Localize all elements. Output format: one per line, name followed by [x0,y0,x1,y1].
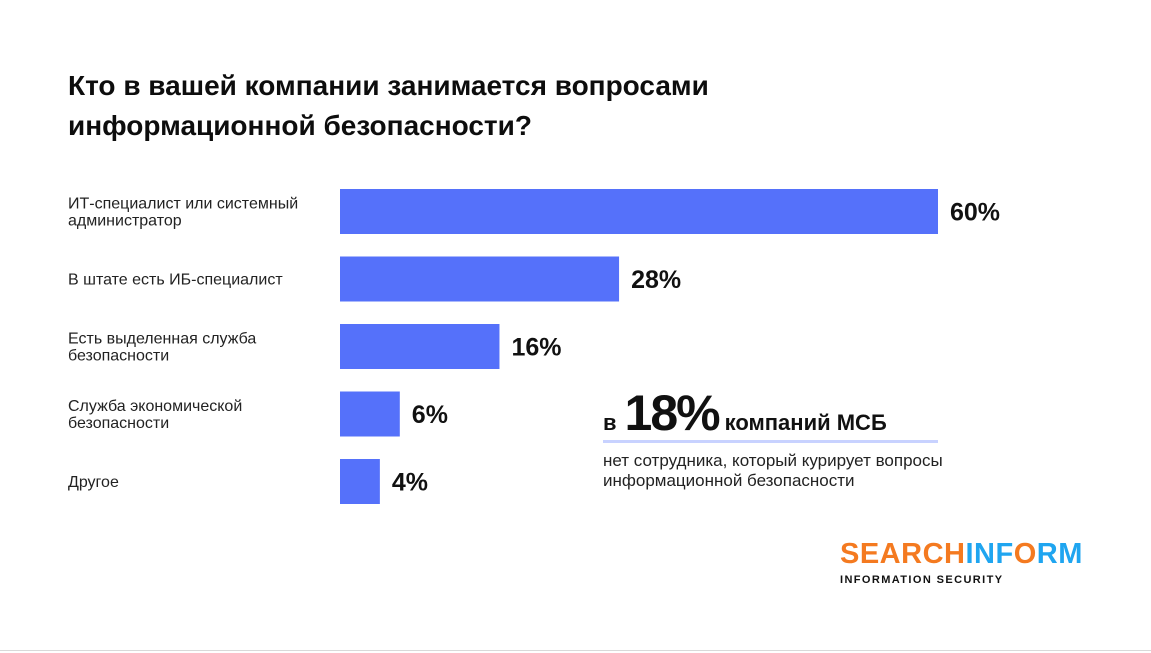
bar-2 [340,324,500,369]
bar-3 [340,391,400,437]
footer-divider [0,650,1151,651]
logo-wordmark: SEARCHINFORM [840,536,1083,572]
callout-headline: в 18% компаний МСБ [603,388,983,438]
stat-callout: в 18% компаний МСБ нет сотрудника, котор… [603,388,983,491]
value-label-0: 60% [950,199,1000,227]
value-label-1: 28% [631,266,681,294]
callout-underline [603,440,938,443]
category-label-0: ИТ-специалист или системный администратор [68,196,298,230]
callout-prefix: в [603,410,617,435]
category-label-1: В штате есть ИБ-специалист [68,272,283,289]
logo-part-rm: RM [1036,538,1083,570]
logo-part-inf: INF [965,538,1014,570]
callout-text: нет сотрудника, который курирует вопросы… [603,451,943,490]
searchinform-logo: SEARCHINFORM INFORMATION SECURITY [840,536,1083,586]
callout-suffix: компаний МСБ [724,410,887,435]
bar-4 [340,459,380,504]
callout-percent: 18% [624,385,721,441]
value-label-3: 6% [412,401,448,429]
value-label-2: 16% [511,334,561,362]
bar-1 [340,256,620,302]
logo-part-o: O [1013,538,1037,570]
logo-part-search: SEARCH [840,538,966,570]
value-label-4: 4% [392,469,428,497]
bar-0 [340,189,938,234]
chart-title: Кто в вашей компании занимается вопросам… [68,70,709,141]
category-label-4: Другое [68,474,119,491]
category-label-3: Служба экономической безопасности [68,398,242,432]
logo-subtitle: INFORMATION SECURITY [840,574,1004,586]
category-label-2: Есть выделенная служба безопасности [68,331,256,365]
